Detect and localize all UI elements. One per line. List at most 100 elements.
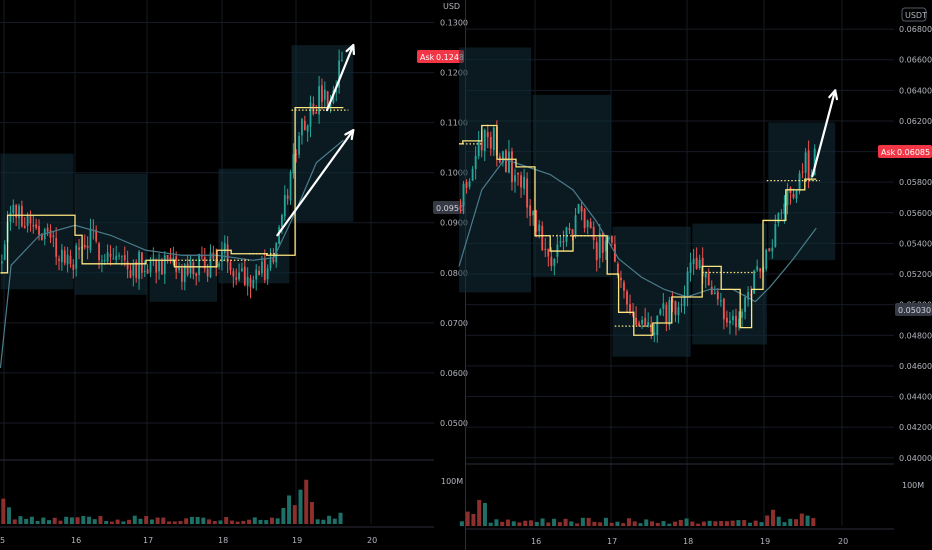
left-currency-label: USD — [443, 2, 460, 11]
candle-body — [32, 225, 35, 227]
candle-body — [468, 181, 471, 187]
volume-bar — [69, 517, 74, 524]
step-price-line — [0, 106, 344, 274]
volume-bar — [298, 489, 303, 524]
volume-bar — [667, 523, 672, 526]
right-time-axis[interactable]: 16 17 18 19 20 — [531, 537, 848, 546]
time-tick-label: 18 — [683, 537, 693, 546]
candle-body — [777, 213, 780, 223]
volume-bar — [713, 521, 718, 526]
price-tick-label: 0.05200 — [899, 270, 932, 279]
candle-body — [149, 260, 152, 273]
candle-body — [768, 248, 771, 252]
left-panel[interactable]: USD 0.1300 0.1200 0.1100 0.1000 0.0900 0.0800… — [0, 0, 468, 545]
price-tick-label: 0.04400 — [899, 393, 932, 402]
candle-body — [109, 253, 112, 257]
candle-body — [526, 178, 529, 208]
candle-body — [756, 266, 759, 271]
candle-body — [589, 221, 592, 229]
candle-body — [595, 242, 598, 261]
volume-bar — [465, 511, 470, 526]
candle-body — [753, 270, 756, 294]
volume-bar — [770, 509, 776, 526]
candle-body — [66, 254, 69, 265]
right-currency-button[interactable] — [901, 7, 927, 22]
candle-body — [329, 103, 332, 108]
candle-body — [662, 303, 665, 309]
time-tick-label: 17 — [143, 536, 153, 545]
range-box — [768, 122, 836, 261]
candle-body — [592, 226, 595, 241]
candle-body — [486, 132, 489, 138]
volume-bar — [127, 519, 132, 524]
left-ask-label: Ask — [420, 53, 435, 62]
volume-bar — [98, 516, 103, 524]
time-tick-label: 20 — [838, 537, 848, 546]
volume-bar — [632, 521, 637, 526]
candle-body — [774, 224, 777, 247]
volume-bar — [24, 518, 29, 524]
volume-bar — [41, 517, 46, 524]
volume-bar — [18, 516, 23, 524]
volume-bar — [224, 517, 229, 524]
candle-body — [780, 212, 783, 214]
candle-body — [511, 151, 513, 183]
candle-body — [135, 262, 138, 278]
candle-body — [477, 140, 480, 157]
volume-bar — [598, 522, 603, 526]
left-time-axis[interactable]: 5 16 17 18 19 20 — [0, 536, 377, 545]
volume-bar — [64, 516, 69, 524]
candle-body — [83, 244, 86, 248]
candle-body — [52, 235, 55, 237]
volume-bar — [252, 517, 257, 524]
volume-bar — [799, 513, 804, 526]
volume-bar — [805, 515, 810, 526]
candle-body — [261, 261, 263, 274]
candle-body — [161, 260, 163, 275]
candle-body — [209, 252, 212, 278]
price-tick-label: 0.04600 — [899, 362, 932, 371]
candle-body — [118, 255, 120, 257]
volume-bar — [309, 502, 314, 524]
candle-body — [483, 130, 486, 152]
candle-body — [129, 269, 132, 278]
candle-body — [722, 298, 725, 320]
candle-body — [146, 269, 149, 274]
volume-bar — [87, 516, 92, 524]
candle-body — [249, 278, 252, 288]
volume-bar — [517, 522, 522, 526]
volume-bar — [621, 523, 626, 526]
right-panel[interactable]: USDT 0.068000.066000.064000.062000.06000… — [458, 0, 932, 546]
candle-body — [106, 252, 109, 262]
left-price-axis[interactable]: USD 0.1300 0.1200 0.1100 0.1000 0.0900 0.0800… — [440, 2, 468, 428]
candle-body — [665, 304, 668, 324]
volume-bar — [540, 518, 545, 526]
volume-bar — [482, 502, 487, 526]
candle-body — [166, 254, 169, 259]
candle-body — [698, 259, 701, 268]
volume-bar — [575, 523, 580, 526]
candle-body — [538, 224, 541, 232]
price-tick-label: 0.05800 — [899, 178, 932, 187]
candle-body — [580, 206, 583, 212]
candle-body — [255, 269, 258, 280]
volume-bar — [189, 516, 194, 524]
volume-bar — [29, 516, 34, 524]
candle-body — [198, 253, 200, 275]
volume-bar — [327, 515, 332, 524]
time-tick-label: 5 — [0, 536, 5, 545]
candle-body — [807, 150, 810, 180]
price-tick-label: 0.05400 — [899, 239, 932, 248]
volume-bar — [332, 518, 337, 524]
volume-bar — [649, 521, 655, 526]
volume-bar — [161, 517, 166, 524]
trend-arrow — [325, 43, 355, 112]
candle-body — [192, 262, 195, 275]
left-current-price-value: 0.0950 — [436, 204, 464, 213]
volume-bar — [753, 520, 758, 526]
candle-body — [553, 258, 556, 266]
candle-body — [544, 248, 547, 250]
volume-bar — [207, 519, 212, 524]
volume-bar — [511, 521, 516, 526]
price-tick-label: 0.04200 — [899, 423, 932, 432]
